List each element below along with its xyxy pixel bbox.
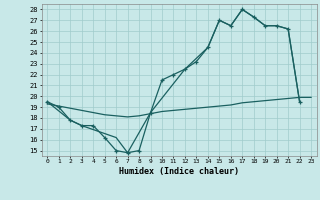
X-axis label: Humidex (Indice chaleur): Humidex (Indice chaleur) xyxy=(119,167,239,176)
